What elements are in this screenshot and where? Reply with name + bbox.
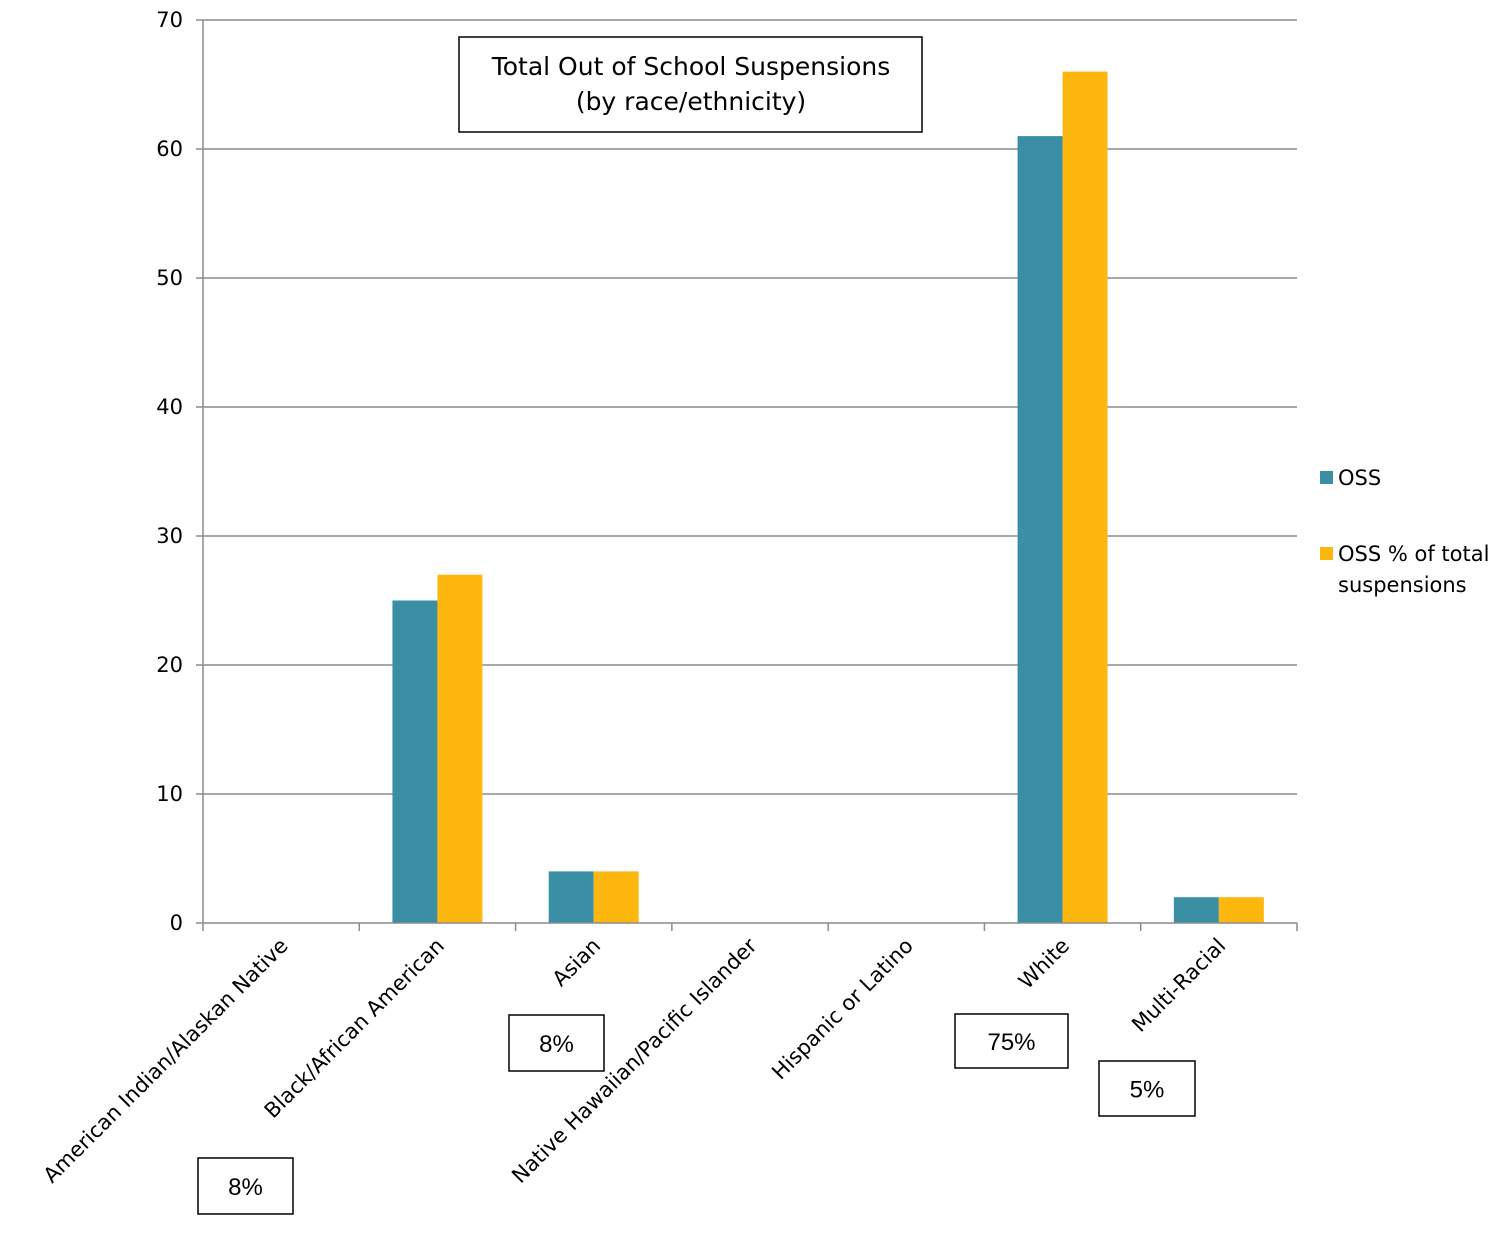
bar <box>1017 136 1063 924</box>
legend: OSS OSS % of total suspensions <box>1320 466 1489 597</box>
y-tick-label: 0 <box>170 911 183 935</box>
annotation-label: 8% <box>228 1174 263 1201</box>
annotation-box <box>508 1014 605 1072</box>
y-tick-label: 70 <box>156 8 183 32</box>
bar <box>1218 897 1264 923</box>
legend-label-line: OSS % of total <box>1338 542 1489 566</box>
y-tick-labels: 0 10 20 30 40 50 60 70 <box>156 8 183 935</box>
x-category-label: Multi-Racial <box>1127 934 1230 1037</box>
y-tick-label: 20 <box>156 653 183 677</box>
annotation-label: 75% <box>987 1029 1035 1056</box>
bar <box>593 871 639 923</box>
y-tick-label: 10 <box>156 782 183 806</box>
legend-label-oss: OSS <box>1338 466 1381 490</box>
bars <box>392 71 1264 924</box>
legend-item-oss: OSS <box>1320 466 1381 490</box>
bar <box>1062 71 1108 924</box>
bar <box>437 574 483 923</box>
x-category-label: Black/African American <box>260 934 449 1123</box>
annotation-label: 8% <box>539 1031 574 1058</box>
bar <box>1173 897 1219 923</box>
chart-subtitle: (by race/ethnicity) <box>576 87 806 116</box>
annotation-box <box>197 1157 294 1215</box>
y-tick-label: 40 <box>156 395 183 419</box>
x-category-label: White <box>1014 934 1074 994</box>
x-category-label: Asian <box>548 934 606 992</box>
chart-title: Total Out of School Suspensions <box>491 52 891 81</box>
annotations: 8% 8% 75% 5% <box>197 1013 1196 1215</box>
x-category-label: American Indian/Alaskan Native <box>39 934 293 1188</box>
axes <box>202 20 1298 931</box>
legend-swatch-oss-percent <box>1320 547 1333 560</box>
bar <box>548 871 594 923</box>
legend-item-oss-percent: OSS % of total suspensions <box>1320 542 1489 597</box>
y-tick-label: 30 <box>156 524 183 548</box>
legend-label-line: suspensions <box>1338 573 1467 597</box>
annotation-label: 5% <box>1130 1077 1165 1104</box>
y-tick-label: 50 <box>156 266 183 290</box>
y-tick-label: 60 <box>156 137 183 161</box>
chart-title-box: Total Out of School Suspensions (by race… <box>458 36 923 133</box>
grid-lines <box>196 19 1297 924</box>
bar <box>392 600 438 923</box>
annotation-box <box>1098 1060 1196 1117</box>
legend-swatch-oss <box>1320 471 1333 484</box>
x-category-label: Hispanic or Latino <box>767 934 918 1085</box>
legend-label-oss-percent: OSS % of total suspensions <box>1338 542 1489 597</box>
annotation-box <box>954 1013 1069 1069</box>
